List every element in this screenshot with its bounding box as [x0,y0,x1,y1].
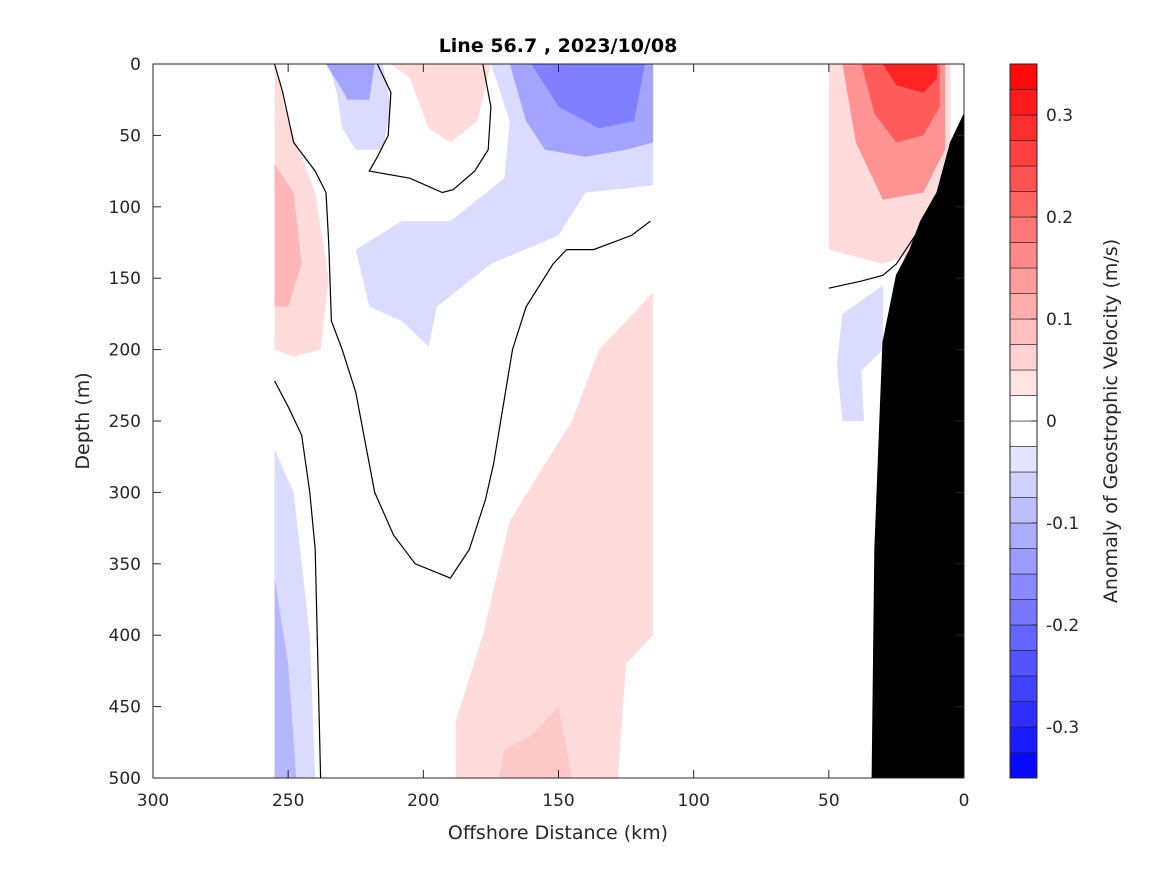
colorbar-band [1009,293,1038,320]
y-tick-label: 450 [109,698,141,718]
colorbar-band [1009,114,1038,141]
zero-contour-0 [274,63,651,579]
colorbar-tick-label: 0.2 [1046,208,1073,228]
x-tick-label: 150 [542,791,574,811]
colorbar-band [1009,599,1038,626]
colorbar-band [1009,675,1038,702]
colorbar-band [1009,216,1038,243]
x-axis: 300 250 200 150 100 50 0 [137,64,970,811]
colorbar-band [1009,420,1038,447]
y-axis: 0 50 100 150 200 250 300 350 400 450 500 [109,55,964,789]
velocity-band-8 [455,292,654,778]
zero-contour-1 [368,63,492,194]
y-tick-label: 0 [130,55,141,75]
y-tick-label: 150 [109,269,141,289]
colorbar-band [1009,522,1038,549]
colorbar-tick-label: 0.3 [1046,106,1073,126]
velocity-band-16 [836,285,883,421]
plot-area: 300 250 200 150 100 50 0 050100150200250300350… [109,55,970,811]
colorbar-band [1009,752,1038,779]
velocity-band-9 [499,706,572,778]
y-tick-label: 400 [109,626,141,646]
velocity-band-1 [326,64,375,100]
colorbar-tick-label: -0.2 [1046,616,1079,636]
x-tick-label: 200 [407,791,439,811]
x-tick-label: 100 [677,791,709,811]
velocity-band-7 [531,64,645,129]
y-tick-label: 200 [109,341,141,361]
colorbar-ticks: -0.3 -0.2 -0.1 0 0.1 0.2 0.3 [1031,106,1079,738]
velocity-band-2 [390,64,491,143]
y-tick-label: 250 [109,412,141,432]
colorbar-band [1009,446,1038,473]
colorbar-tick-label: 0 [1046,412,1057,432]
colorbar-band [1009,726,1038,753]
colorbar-band [1009,395,1038,422]
x-tick-label: 250 [272,791,304,811]
colorbar: -0.3 -0.2 -0.1 0 0.1 0.2 0.3 [1009,63,1079,779]
y-tick-label: 500 [109,769,141,789]
y-tick-label: 300 [109,483,141,503]
velocity-band-11 [274,578,297,778]
colorbar-band [1009,140,1038,167]
x-tick-label: 300 [137,791,169,811]
x-tick-label: 50 [818,791,840,811]
colorbar-band [1009,63,1038,90]
colorbar-band [1009,89,1038,116]
x-axis-label: Offshore Distance (km) [448,822,668,844]
colorbar-band [1009,548,1038,575]
colorbar-band [1009,242,1038,269]
zero-contour-2 [274,380,322,779]
colorbar-tick-label: 0.1 [1046,310,1073,330]
colorbar-band [1009,165,1038,192]
y-tick-label: 50 [119,126,141,146]
colorbar-band [1009,701,1038,728]
colorbar-band [1009,624,1038,651]
colorbar-band [1009,318,1038,345]
colorbar-tick-label: -0.3 [1046,718,1079,738]
filled-contours [274,64,951,778]
colorbar-band [1009,191,1038,218]
y-tick-label: 100 [109,198,141,218]
velocity-band-15 [882,64,937,93]
colorbar-band [1009,369,1038,396]
colorbar-band [1009,497,1038,524]
y-axis-label: Depth (m) [72,372,94,469]
colorbar-band [1009,267,1038,294]
chart-title: Line 56.7 , 2023/10/08 [439,35,678,57]
x-tick-label: 0 [959,791,970,811]
colorbar-band [1009,471,1038,498]
colorbar-band [1009,650,1038,677]
colorbar-label: Anomaly of Geostrophic Velocity (m/s) [1100,239,1122,603]
colorbar-band [1009,573,1038,600]
velocity-band-4 [274,164,302,307]
colorbar-band [1009,344,1038,371]
y-tick-label: 350 [109,555,141,575]
colorbar-tick-label: -0.1 [1046,514,1079,534]
